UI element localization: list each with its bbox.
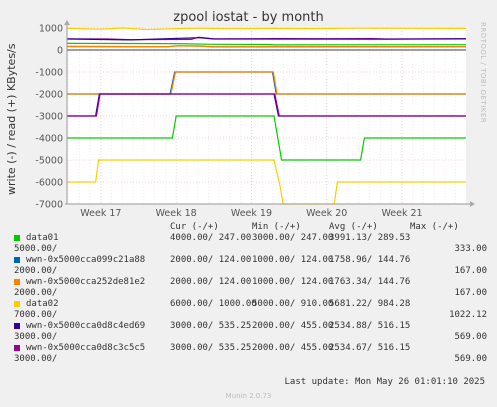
legend-min-value: 1000.00/ 124.00 xyxy=(252,255,334,265)
legend-max-write: 7000.00/ xyxy=(14,310,58,320)
legend-max-read: 167.00 xyxy=(454,288,487,298)
legend-cur-value: 4000.00/ 247.00 xyxy=(170,233,252,243)
y-tick-label: 1000 xyxy=(39,24,63,35)
legend-max-write: 3000.00/ xyxy=(14,354,58,364)
legend-cur-value: 3000.00/ 535.25 xyxy=(170,321,252,331)
legend-cur-value: 2000.00/ 124.00 xyxy=(170,255,252,265)
legend-row-continuation: 3000.00/569.00 xyxy=(12,354,487,365)
legend-header-max: Max (-/+) xyxy=(410,222,459,232)
y-tick-label: -2000 xyxy=(35,90,63,101)
x-tick-label: Week 19 xyxy=(231,208,272,219)
legend-max-read: 333.00 xyxy=(454,244,487,254)
y-tick-label: -7000 xyxy=(35,200,63,211)
legend-min-value: 3000.00/ 247.00 xyxy=(252,233,334,243)
y-axis-arrow xyxy=(64,20,70,25)
legend-row: wwn-0x5000cca252de81e2 2000.00/ 124.00 100… xyxy=(12,277,487,288)
legend-max-write: 3000.00/ xyxy=(14,332,58,342)
legend-header-avg: Avg (-/+) xyxy=(329,222,378,232)
y-tick-label: -6000 xyxy=(35,178,63,189)
last-update: Last update: Mon May 26 01:01:10 2025 xyxy=(284,377,485,387)
legend-series-name: data02 xyxy=(26,299,59,309)
x-tick-label: Week 18 xyxy=(156,208,197,219)
legend-header: Cur (-/+) Min (-/+) Avg (-/+) Max (-/+) xyxy=(12,222,487,233)
series-line-wwn-0x5000cca252de81e2-read xyxy=(66,45,467,48)
x-axis-arrow xyxy=(470,201,475,207)
series-line-data01 xyxy=(67,115,466,161)
legend-row: data01 4000.00/ 247.00 3000.00/ 247.00 3991… xyxy=(12,233,487,244)
legend-cur-value: 6000.00/ 1000.00 xyxy=(170,299,257,309)
legend: Cur (-/+) Min (-/+) Avg (-/+) Max (-/+) data… xyxy=(12,222,487,365)
series-lines xyxy=(66,27,467,205)
y-tick-label: -4000 xyxy=(35,134,63,145)
legend-series-name: data01 xyxy=(26,233,59,243)
legend-max-read: 569.00 xyxy=(454,332,487,342)
chart-title: zpool iostat - by month xyxy=(173,10,324,25)
legend-avg-value: 2534.88/ 516.15 xyxy=(329,321,411,331)
legend-swatch xyxy=(14,323,20,329)
legend-swatch xyxy=(14,257,20,263)
legend-avg-value: 3991.13/ 289.53 xyxy=(329,233,411,243)
legend-avg-value: 5681.22/ 984.28 xyxy=(329,299,411,309)
legend-max-read: 569.00 xyxy=(454,354,487,364)
legend-header-cur: Cur (-/+) xyxy=(170,222,219,232)
munin-version: Munin 2.0.73 xyxy=(225,392,272,400)
series-line-data02-read xyxy=(66,27,467,31)
legend-min-value: 5000.00/ 910.00 xyxy=(252,299,334,309)
y-tick-label: -3000 xyxy=(35,112,63,123)
legend-min-value: 2000.00/ 455.00 xyxy=(252,343,334,353)
legend-cur-value: 3000.00/ 535.25 xyxy=(170,343,252,353)
series-line-data02 xyxy=(67,159,466,205)
legend-max-write: 2000.00/ xyxy=(14,266,58,276)
legend-row-continuation: 2000.00/167.00 xyxy=(12,266,487,277)
legend-row-continuation: 3000.00/569.00 xyxy=(12,332,487,343)
legend-swatch xyxy=(14,301,20,307)
x-tick-label: Week 20 xyxy=(306,208,347,219)
axes xyxy=(64,20,475,207)
y-tick-label: 0 xyxy=(57,46,63,57)
series-line-data01-read xyxy=(66,42,467,46)
legend-row-continuation: 2000.00/167.00 xyxy=(12,288,487,299)
x-tick-label: Week 21 xyxy=(381,208,422,219)
legend-max-read: 167.00 xyxy=(454,266,487,276)
x-tick-label: Week 17 xyxy=(80,208,121,219)
legend-min-value: 1000.00/ 124.00 xyxy=(252,277,334,287)
legend-series-name: wwn-0x5000cca0d8c3c5c5 xyxy=(26,343,146,353)
legend-row: wwn-0x5000cca0d8c4ed69 3000.00/ 535.25 200… xyxy=(12,321,487,332)
legend-row: wwn-0x5000cca099c21a88 2000.00/ 124.00 100… xyxy=(12,255,487,266)
legend-swatch xyxy=(14,345,20,351)
legend-header-min: Min (-/+) xyxy=(252,222,301,232)
legend-avg-value: 2534.67/ 516.15 xyxy=(329,343,411,353)
legend-max-write: 5000.00/ xyxy=(14,244,58,254)
legend-avg-value: 1758.96/ 144.76 xyxy=(329,255,411,265)
y-tick-label: -1000 xyxy=(35,68,63,79)
legend-row-continuation: 7000.00/1022.12 xyxy=(12,310,487,321)
legend-avg-value: 1763.34/ 144.76 xyxy=(329,277,411,287)
tick-labels: 1000 0 -1000 -2000 -3000 -4000 -5000 -6000 -7000… xyxy=(35,24,422,220)
y-tick-label: -5000 xyxy=(35,156,63,167)
series-line-wwn-0x5000cca0d8c3c5c5 xyxy=(67,93,466,117)
series-line-wwn-0x5000cca0d8c4ed69-read xyxy=(66,37,467,41)
legend-swatch xyxy=(14,235,20,241)
legend-max-write: 2000.00/ xyxy=(14,288,58,298)
legend-max-read: 1022.12 xyxy=(449,310,487,320)
legend-series-name: wwn-0x5000cca252de81e2 xyxy=(26,277,146,287)
legend-cur-value: 2000.00/ 124.00 xyxy=(170,277,252,287)
legend-swatch xyxy=(14,279,20,285)
legend-row-continuation: 5000.00/333.00 xyxy=(12,244,487,255)
legend-series-name: wwn-0x5000cca0d8c4ed69 xyxy=(26,321,146,331)
legend-min-value: 2000.00/ 455.00 xyxy=(252,321,334,331)
legend-row: data02 6000.00/ 1000.00 5000.00/ 910.00 568… xyxy=(12,299,487,310)
legend-row: wwn-0x5000cca0d8c3c5c5 3000.00/ 535.25 200… xyxy=(12,343,487,354)
chart-plot: 1000 0 -1000 -2000 -3000 -4000 -5000 -6000 -7000… xyxy=(35,20,475,220)
legend-series-name: wwn-0x5000cca099c21a88 xyxy=(26,255,146,265)
